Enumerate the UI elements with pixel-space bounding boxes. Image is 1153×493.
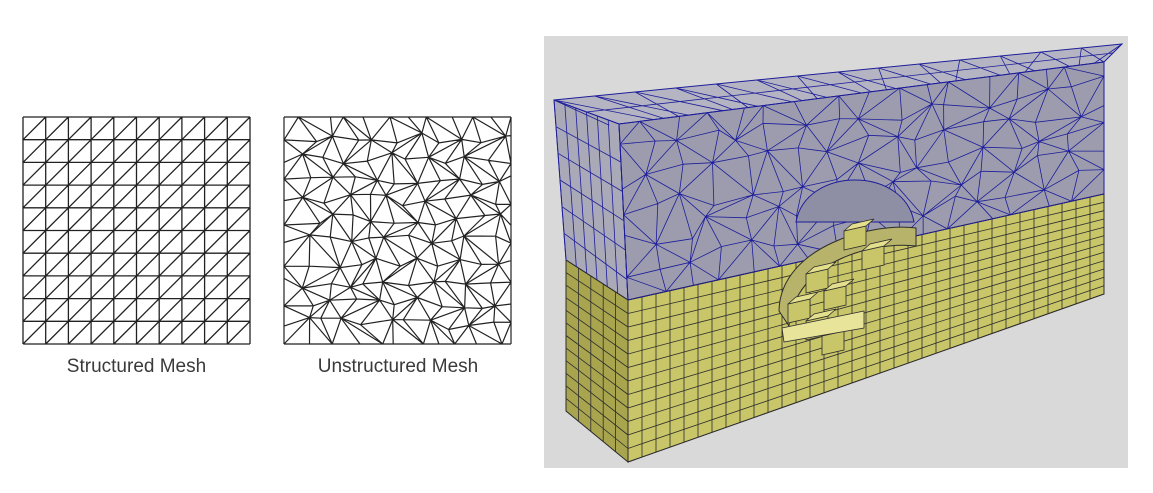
hybrid-mesh-render-canvas xyxy=(544,36,1128,468)
hybrid-mesh-3d-render xyxy=(544,36,1128,468)
structured-mesh-caption: Structured Mesh xyxy=(66,356,207,377)
structured-mesh-lines xyxy=(22,116,251,345)
unstructured-mesh-lines xyxy=(283,116,512,345)
cavity-step-top xyxy=(805,261,837,275)
cavity-step-top xyxy=(861,238,893,252)
tet-left-wireframe xyxy=(553,99,629,301)
cavity-step-top xyxy=(823,278,855,292)
unstructured-mesh-caption: Unstructured Mesh xyxy=(317,356,479,377)
cavity-floor xyxy=(781,310,865,343)
cavity-step-top xyxy=(787,291,819,305)
dome-cavity xyxy=(795,179,915,223)
unstructured-mesh-diagram xyxy=(283,116,512,345)
tet-top-wireframe xyxy=(553,43,1123,126)
structured-mesh-diagram xyxy=(22,116,251,345)
unstructured-mesh-triangles xyxy=(283,116,512,345)
cavity-step-top xyxy=(805,308,837,322)
cavity-step-top xyxy=(843,218,875,232)
structured-mesh-grid xyxy=(22,116,251,345)
